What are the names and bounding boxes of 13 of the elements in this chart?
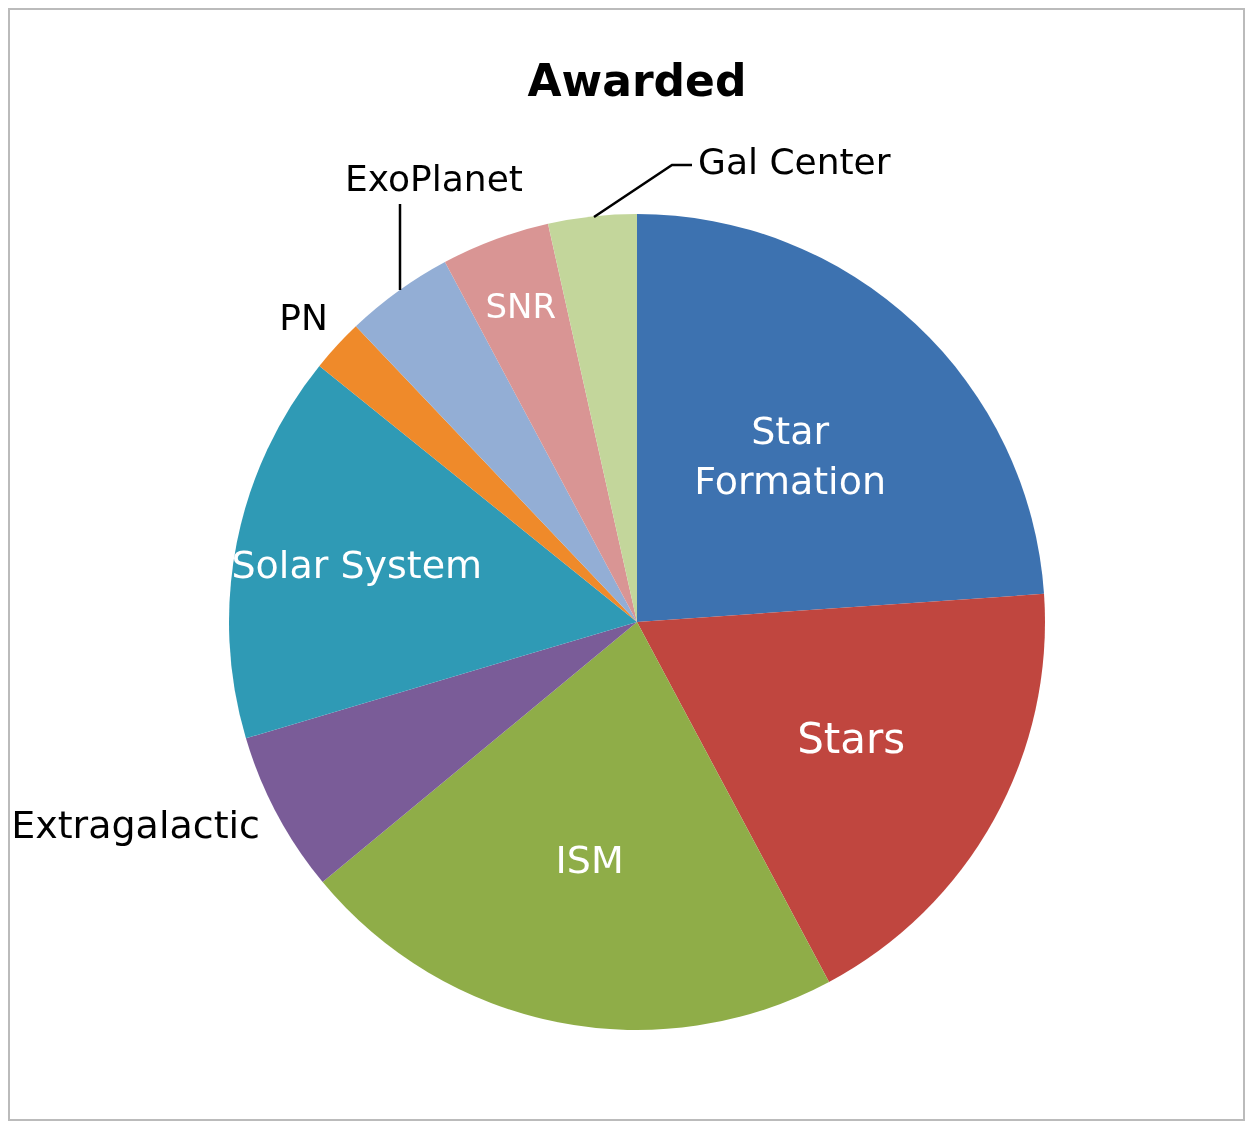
slice-label: Solar System (231, 542, 483, 587)
slice-label: Stars (797, 713, 906, 763)
pie-slice (229, 365, 637, 739)
slice-label: Gal Center (698, 141, 891, 182)
pie-slice (637, 214, 1045, 622)
slice-label: SNR (485, 285, 557, 326)
slice-label: ExoPlanet (345, 158, 523, 199)
slice-label: Star Formation (694, 408, 886, 503)
slice-label: ISM (555, 837, 624, 882)
chart-title: Awarded (527, 55, 747, 106)
slice-label: PN (279, 297, 328, 338)
slice-label: Extragalactic (11, 803, 260, 847)
pie-slice (637, 593, 1045, 982)
